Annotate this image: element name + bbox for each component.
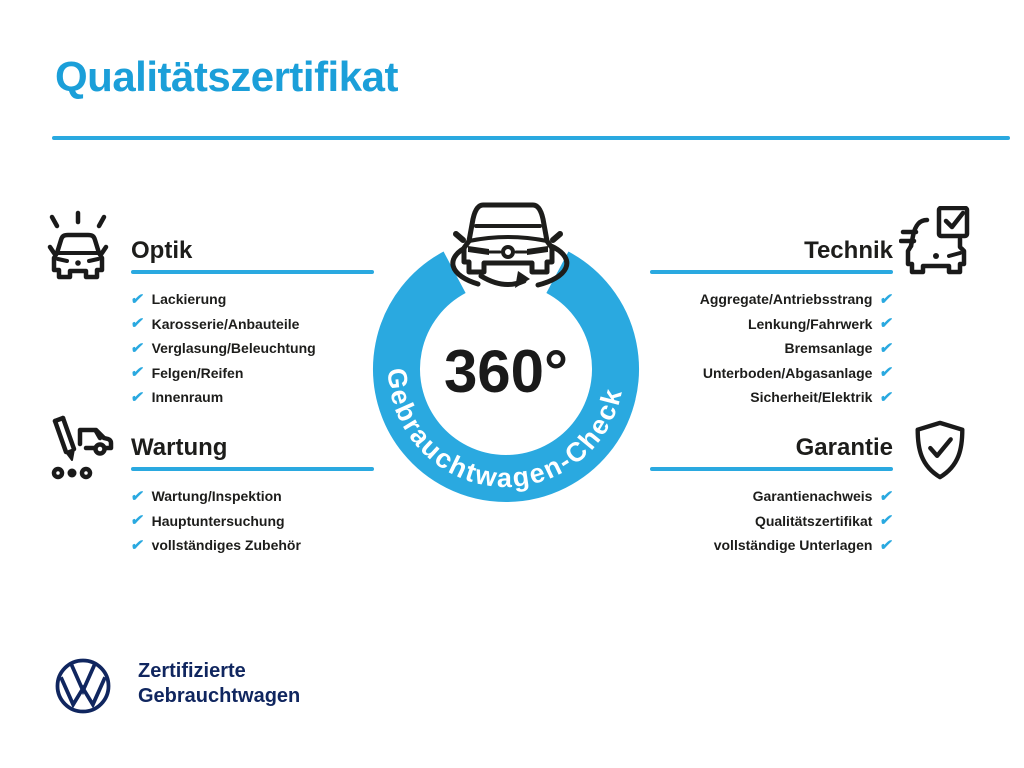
check-icon: ✔ — [878, 315, 895, 333]
check-list: ✔ Wartung/Inspektion ✔ Hauptuntersuchung ✔… — [129, 484, 391, 558]
section-title: Optik — [131, 237, 193, 264]
check-icon: ✔ — [878, 388, 895, 406]
pencil-car-checklist-icon — [42, 410, 116, 486]
list-item: ✔ Karosserie/Anbauteile — [129, 312, 391, 337]
list-item: Garantienachweis ✔ — [633, 484, 895, 509]
list-item: Lenkung/Fahrwerk ✔ — [633, 312, 895, 337]
brand-claim: Zertifizierte Gebrauchtwagen — [138, 659, 300, 709]
section-title: Wartung — [131, 434, 228, 461]
check-list: ✔ Lackierung ✔ Karosserie/Anbauteile ✔ Verg… — [129, 287, 391, 410]
check-item-label: Wartung/Inspektion — [151, 488, 282, 505]
check-icon: ✔ — [129, 364, 146, 382]
list-item: Unterboden/Abgasanlage ✔ — [633, 361, 895, 386]
check-icon: ✔ — [129, 388, 146, 406]
check-icon: ✔ — [878, 339, 895, 357]
check-item-label: Unterboden/Abgasanlage — [702, 364, 873, 381]
check-item-label: Karosserie/Anbauteile — [151, 315, 300, 332]
check-icon: ✔ — [129, 487, 146, 505]
check-item-label: Garantienachweis — [752, 488, 873, 505]
check-item-label: Lackierung — [151, 291, 227, 308]
check-icon: ✔ — [878, 364, 895, 382]
brand-claim-line1: Zertifizierte — [138, 660, 246, 682]
check-icon: ✔ — [878, 487, 895, 505]
section-title: Garantie — [795, 434, 893, 461]
section-technik: Technik Aggregate/Antriebsstrang ✔ Lenkun… — [633, 236, 895, 410]
check-item-label: vollständige Unterlagen — [713, 537, 873, 554]
list-item: Sicherheit/Elektrik ✔ — [633, 385, 895, 410]
section-underline — [131, 270, 374, 274]
list-item: ✔ Felgen/Reifen — [129, 361, 391, 386]
title-underline — [52, 136, 1010, 140]
check-item-label: Qualitätszertifikat — [754, 512, 873, 529]
shiny-car-icon — [44, 210, 112, 288]
section-underline — [131, 467, 374, 471]
section-title: Technik — [804, 237, 893, 264]
check-item-label: Bremsanlage — [784, 340, 873, 357]
shield-check-icon — [911, 419, 969, 483]
list-item: Bremsanlage ✔ — [633, 336, 895, 361]
check-item-label: Hauptuntersuchung — [151, 512, 285, 529]
list-item: ✔ vollständiges Zubehör — [129, 533, 391, 558]
check-item-label: Felgen/Reifen — [151, 364, 244, 381]
check-icon: ✔ — [129, 339, 146, 357]
check-item-label: Aggregate/Antriebsstrang — [699, 291, 873, 308]
check-icon: ✔ — [129, 536, 146, 554]
check-item-label: Innenraum — [151, 389, 224, 406]
list-item: ✔ Verglasung/Beleuchtung — [129, 336, 391, 361]
check-icon: ✔ — [878, 536, 895, 554]
rotating-car-icon — [453, 202, 563, 275]
section-optik: Optik ✔ Lackierung ✔ Karosserie/Anbauteile… — [129, 236, 391, 410]
list-item: Aggregate/Antriebsstrang ✔ — [633, 287, 895, 312]
check-icon: ✔ — [129, 290, 146, 308]
section-underline — [650, 467, 893, 471]
list-item: ✔ Innenraum — [129, 385, 391, 410]
brand-claim-line2: Gebrauchtwagen — [138, 685, 301, 707]
check-list: Garantienachweis ✔ Qualitätszertifikat ✔ v… — [633, 484, 895, 558]
check-item-label: Sicherheit/Elektrik — [750, 389, 873, 406]
section-garantie: Garantie Garantienachweis ✔ Qualitätszert… — [633, 433, 895, 558]
page-title: Qualitätszertifikat — [55, 53, 398, 100]
list-item: ✔ Wartung/Inspektion — [129, 484, 391, 509]
check-icon: ✔ — [129, 512, 146, 530]
check-icon: ✔ — [129, 315, 146, 333]
section-wartung: Wartung ✔ Wartung/Inspektion ✔ Hauptunters… — [129, 433, 391, 558]
list-item: vollständige Unterlagen ✔ — [633, 533, 895, 558]
list-item: ✔ Lackierung — [129, 287, 391, 312]
check-icon: ✔ — [878, 512, 895, 530]
list-item: Qualitätszertifikat ✔ — [633, 509, 895, 534]
list-item: ✔ Hauptuntersuchung — [129, 509, 391, 534]
check-item-label: Lenkung/Fahrwerk — [747, 315, 873, 332]
car-checkbox-icon — [899, 206, 971, 282]
section-underline — [650, 270, 893, 274]
check-list: Aggregate/Antriebsstrang ✔ Lenkung/Fahrwe… — [633, 287, 895, 410]
check-item-label: Verglasung/Beleuchtung — [151, 340, 316, 357]
check-icon: ✔ — [878, 290, 895, 308]
degree-label: 360° — [444, 338, 568, 405]
ring-arc — [373, 251, 639, 502]
check-item-label: vollständiges Zubehör — [151, 537, 301, 554]
vw-logo — [54, 657, 112, 715]
